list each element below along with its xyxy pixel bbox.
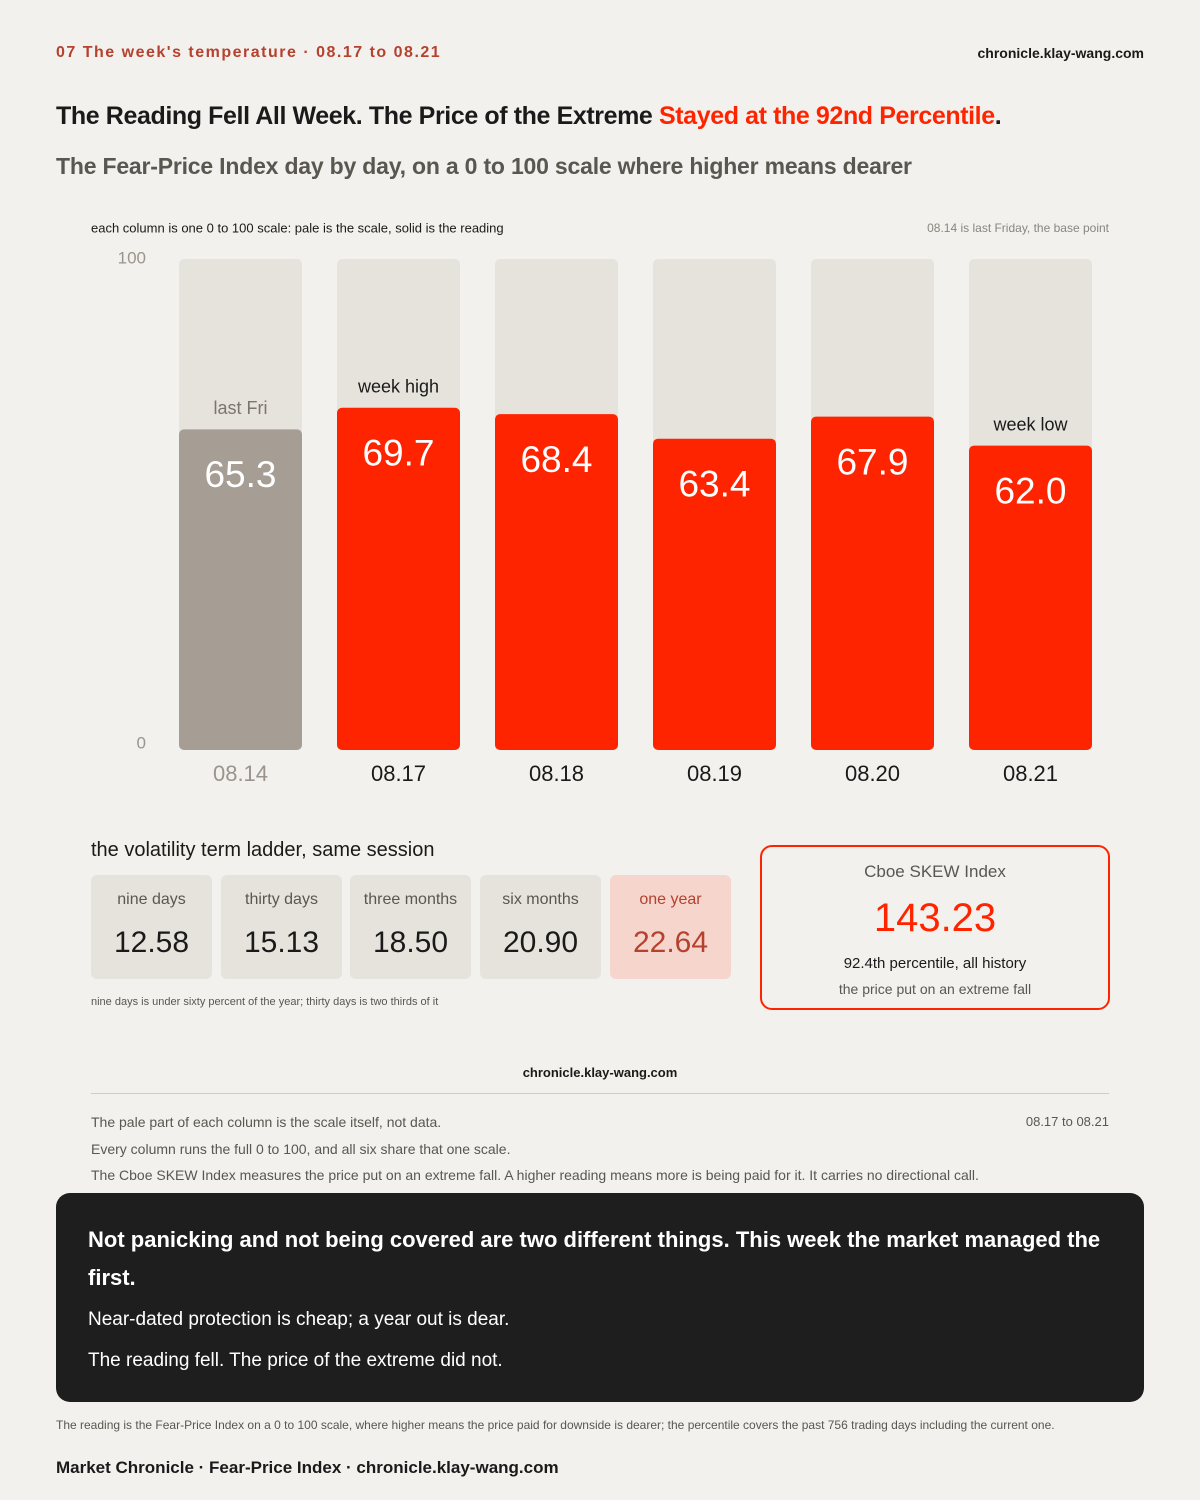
takeaway-line: The reading fell. The price of the extre…: [88, 1350, 503, 1371]
skew-title: Cboe SKEW Index: [864, 862, 1006, 881]
source-site: chronicle.klay-wang.com: [522, 1065, 678, 1080]
annotation: last Fri: [214, 398, 268, 418]
bar: [337, 407, 460, 750]
chart-note: 08.14 is last Friday, the base point: [927, 221, 1110, 235]
annotation: week low: [992, 414, 1068, 434]
ladder-note: nine days is under sixty percent of the …: [91, 996, 439, 1008]
footer: Market Chronicle · Fear-Price Index · ch…: [56, 1458, 559, 1477]
skew-percentile: 92.4th percentile, all history: [843, 955, 1027, 972]
kicker: 07 The week's temperature · 08.17 to 08.…: [56, 44, 442, 61]
headline-highlight: Stayed at the 92nd Percentile: [658, 102, 995, 130]
skew-caption: the price put on an extreme fall: [838, 981, 1032, 997]
value-label: 63.4: [678, 463, 750, 504]
date-range: 08.17 to 08.21: [1025, 1114, 1109, 1129]
x-tick-label: 08.17: [371, 761, 426, 786]
bar: [969, 445, 1092, 750]
bar: [495, 414, 618, 750]
ladder-label: nine days: [117, 891, 186, 908]
skew-card: Cboe SKEW Index 143.23 92.4th percentile…: [760, 845, 1110, 1010]
headline-end: .: [994, 102, 1002, 130]
value-label: 69.7: [362, 433, 434, 474]
value-label: 68.4: [520, 439, 592, 480]
ladder-label: six months: [502, 891, 579, 908]
skew-value: 143.23: [873, 896, 997, 940]
ladder-value: 18.50: [372, 926, 449, 959]
ladder-title: the volatility term ladder, same session: [91, 839, 435, 861]
value-label: 67.9: [836, 441, 908, 482]
takeaway-box: Not panicking and not being covered are …: [56, 1193, 1144, 1402]
x-tick-label: 08.14: [213, 761, 268, 786]
annotation: week high: [357, 377, 439, 397]
subtitle: The Fear-Price Index day by day, on a 0 …: [56, 153, 912, 179]
ladder-box: nine days 12.58: [91, 875, 212, 979]
takeaway-headline: Not panicking and not being covered are …: [88, 1227, 1101, 1290]
ladder-box: thirty days 15.13: [221, 875, 342, 979]
value-label: 65.3: [204, 454, 276, 495]
ladder-value: 20.90: [502, 926, 579, 959]
value-label: 62.0: [994, 470, 1066, 511]
x-tick-label: 08.18: [529, 761, 584, 786]
takeaway-line: Near-dated protection is cheap; a year o…: [88, 1309, 510, 1330]
bar: [653, 438, 776, 750]
x-tick-label: 08.21: [1003, 761, 1058, 786]
ladder-box: three months 18.50: [350, 875, 471, 979]
site-name: chronicle.klay-wang.com: [977, 45, 1145, 61]
footnote: The reading is the Fear-Price Index on a…: [56, 1418, 1055, 1432]
source-note: The Cboe SKEW Index measures the price p…: [91, 1167, 979, 1183]
x-tick-label: 08.19: [687, 761, 742, 786]
headline-lead: The Reading Fell All Week. The Price of …: [56, 102, 659, 130]
ladder-box: six months 20.90: [480, 875, 601, 979]
ladder-label: one year: [639, 891, 702, 908]
ladder-value: 12.58: [113, 926, 190, 959]
x-tick-label: 08.20: [845, 761, 900, 786]
y-tick-label: 0: [137, 733, 146, 752]
divider: [91, 1093, 1109, 1094]
ladder-label: thirty days: [245, 891, 318, 908]
ladder-label: three months: [363, 891, 458, 908]
source-note: The pale part of each column is the scal…: [91, 1114, 442, 1130]
headline: The Reading Fell All Week. The Price of …: [56, 102, 1002, 131]
y-tick-label: 100: [118, 248, 146, 267]
source-note: Every column runs the full 0 to 100, and…: [91, 1141, 511, 1157]
ladder-value: 15.13: [243, 926, 320, 959]
bar: [179, 429, 302, 750]
bar: [811, 416, 934, 750]
ladder-box: one year 22.64: [610, 875, 731, 979]
ladder-value: 22.64: [632, 926, 709, 959]
chart: each column is one 0 to 100 scale: pale …: [91, 220, 1110, 786]
chart-note: each column is one 0 to 100 scale: pale …: [91, 220, 504, 235]
